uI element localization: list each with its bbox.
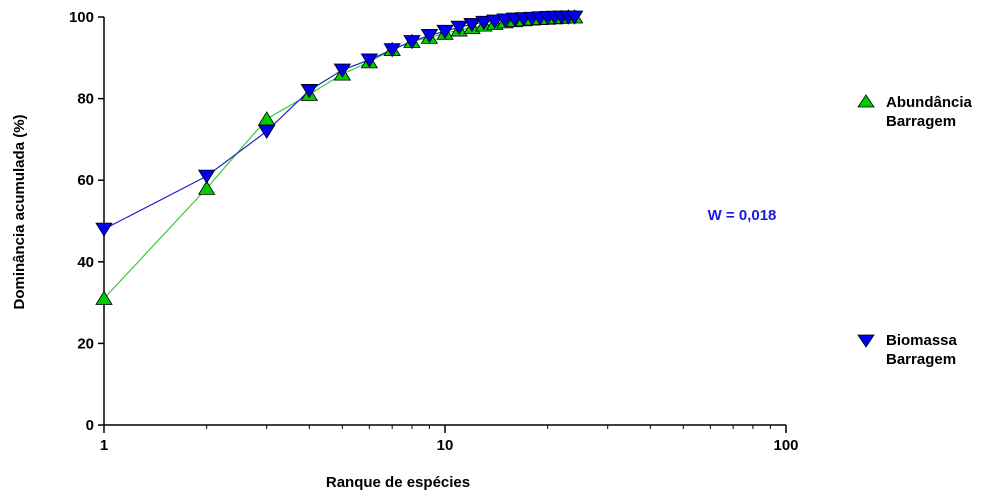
y-tick-label: 0 <box>86 417 94 434</box>
series-1-point <box>475 15 493 31</box>
x-tick-label: 10 <box>437 437 454 454</box>
series-1-point <box>383 43 401 58</box>
series-0-point <box>257 111 276 126</box>
x-tick-label: 1 <box>100 437 108 454</box>
series-1-point <box>436 24 454 40</box>
series-1-point <box>486 14 504 29</box>
y-tick-label: 100 <box>69 9 94 26</box>
legend-item-abundancia: Abundância Barragem <box>857 94 972 130</box>
series-1-point <box>565 10 584 25</box>
axes: 0 20 40 60 80 100 1 10 100 <box>69 9 799 454</box>
series-1-point <box>403 35 421 50</box>
series-1-point <box>333 63 352 78</box>
legend-marker-abundancia <box>857 94 875 108</box>
series-1-point <box>463 17 481 33</box>
y-tick-label: 80 <box>77 91 94 108</box>
series-1-point <box>197 169 216 184</box>
series-1-point <box>257 124 276 140</box>
series-line-1 <box>103 16 575 230</box>
series-1-point <box>300 84 319 99</box>
series-0-point <box>95 290 113 305</box>
series-line-0 <box>103 16 575 299</box>
x-tick-label: 100 <box>773 437 798 454</box>
legend-label-biomassa-line1: Biomassa <box>886 332 958 349</box>
series-1-point <box>450 20 468 35</box>
series-1-point <box>360 53 379 68</box>
legend-label-abundancia-line2: Barragem <box>886 113 956 130</box>
w-annotation: W = 0,018 <box>708 207 777 224</box>
series-layer <box>95 9 584 305</box>
x-axis-title: Ranque de espécies <box>326 474 470 491</box>
series-1-point <box>95 222 113 237</box>
legend-label-abundancia-line1: Abundância <box>886 94 972 111</box>
series-1-point <box>420 28 439 44</box>
y-tick-label: 40 <box>77 254 94 271</box>
y-axis-title: Dominância acumulada (%) <box>11 114 28 309</box>
legend-marker-biomassa <box>857 334 875 348</box>
y-tick-label: 60 <box>77 172 94 189</box>
legend: Abundância Barragem Biomassa Barragem <box>857 94 972 368</box>
legend-label-biomassa-line2: Barragem <box>886 351 956 368</box>
series-0-point <box>197 180 216 195</box>
legend-item-biomassa: Biomassa Barragem <box>857 332 958 368</box>
y-tick-label: 20 <box>77 335 94 352</box>
